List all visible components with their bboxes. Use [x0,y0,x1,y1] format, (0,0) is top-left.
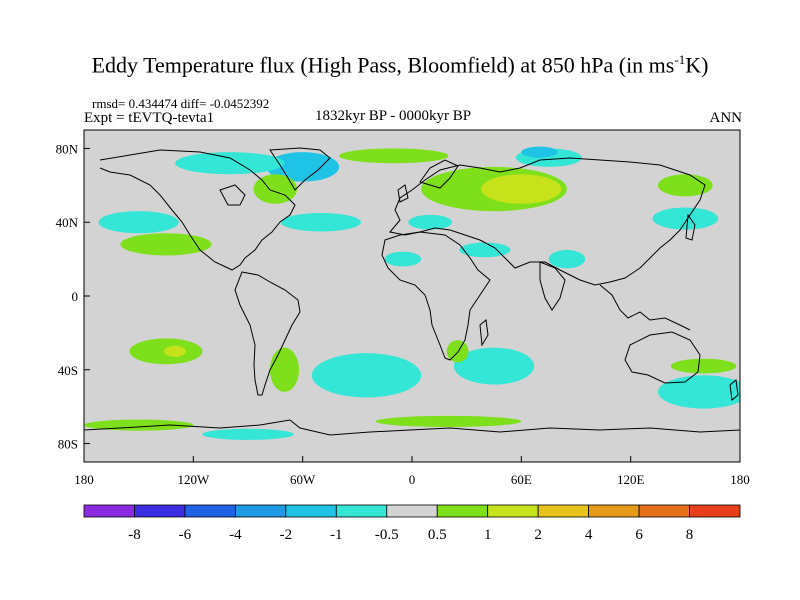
map-background [84,130,740,462]
coast-india [539,261,566,311]
colorbar-box-8 [487,504,539,518]
colorbar-box-5 [335,504,388,518]
stats-label: rmsd= 0.434474 diff= -0.0452392 [92,96,270,111]
field-antarctic-positive-2 [375,415,522,427]
colorbar-box-2 [184,504,236,518]
colorbar-label-4: -1 [330,527,343,543]
season-label: ANN [709,110,743,126]
coast-japan [685,213,696,241]
x-tick-label-3: 0 [409,472,416,487]
coast-australia [624,331,701,384]
y-tick-label-3: 40S [58,363,78,378]
coast-southeast-asia [599,284,691,331]
coast-new-zealand [729,379,739,401]
title-superscript: -1 [674,52,686,67]
coast-greenland [269,147,331,191]
field-antarctic-negative [202,428,294,440]
y-tick-label-1: 40N [56,215,79,230]
colorbar-label-3: -2 [280,527,293,543]
title-text: Eddy Temperature flux (High Pass, Bloomf… [91,52,675,78]
field-eurasia-strong-positive [481,174,562,204]
colorbar-label-11: 8 [686,527,694,543]
colorbar: -8 -6 -4 -2 -1 -0.5 0.5 1 2 4 6 8 [83,504,741,543]
colorbar-box-6 [386,504,438,518]
field-india-negative [548,249,586,269]
field-west-africa-negative [384,251,422,267]
colorbar-label-8: 2 [534,527,542,543]
field-kara-strong-negative [521,146,558,158]
colorbar-box-11 [638,504,690,518]
coast-scandinavia [419,159,459,189]
field-south-america-positive [269,347,300,392]
y-tick-label-4: 80S [58,437,78,452]
field-contours [84,146,740,440]
x-tick-label-6: 180 [730,472,750,487]
x-tick-label-2: 60W [290,472,316,487]
colorbar-label-9: 4 [585,527,593,543]
field-arctic-canada-negative [175,152,285,175]
coastlines [84,147,740,436]
colorbar-label-2: -4 [229,527,242,543]
colorbar-label-6: 0.5 [428,527,447,543]
field-mediterranean-negative [408,214,453,230]
plot-title: Eddy Temperature flux (High Pass, Bloomf… [0,52,800,78]
field-south-africa-positive [446,340,469,363]
y-tick-label-0: 80N [56,141,79,156]
colorbar-box-0 [83,504,135,518]
field-australia-south-negative [658,375,740,409]
coast-south-america [234,271,301,396]
title-end: K) [685,52,709,78]
field-north-atlantic-negative [280,213,361,232]
field-antarctic-positive [84,419,194,431]
x-tick-label-5: 120E [617,472,645,487]
coast-north-america [99,149,296,271]
colorbar-label-7: 1 [484,527,492,543]
coast-antarctica [84,419,740,436]
coast-madagascar [479,319,489,347]
field-north-pacific-negative [98,211,179,234]
field-arabia-negative [459,242,511,258]
colorbar-box-3 [234,504,287,518]
coast-hudson [219,184,246,206]
field-east-siberia-positive [658,174,713,197]
field-arctic-positive-band [339,148,449,164]
colorbar-box-9 [537,504,590,518]
experiment-label: Expt = tEVTQ-tevta1 [84,110,215,126]
field-north-pacific-east-negative [652,207,719,230]
colorbar-box-4 [285,504,337,518]
colorbar-label-1: -6 [179,527,192,543]
x-tick-label-0: 180 [74,472,94,487]
field-south-pacific-east-positive [670,358,737,374]
field-south-pacific-strong [164,345,187,357]
x-tick-label-4: 60E [511,472,532,487]
field-south-indian-negative [453,347,535,385]
field-north-pacific-positive [120,233,212,256]
x-axis: 180 120W 60W 0 60E 120E 180 [74,456,750,487]
colorbar-box-1 [134,504,186,518]
y-tick-label-2: 0 [72,289,79,304]
colorbar-box-7 [436,504,489,518]
field-south-atlantic-negative [311,353,422,398]
period-label: 1832kyr BP - 0000kyr BP [315,108,472,124]
colorbar-box-12 [689,504,741,518]
y-axis: 80N 40N 0 40S 80S [56,141,90,452]
coast-uk [397,184,409,203]
colorbar-label-10: 6 [635,527,643,543]
coast-africa [381,231,491,361]
field-greenland-negative [266,152,340,182]
colorbar-label-0: -8 [128,527,141,543]
colorbar-label-5: -0.5 [375,527,399,543]
colorbar-box-10 [588,504,640,518]
x-tick-label-1: 120W [177,472,210,487]
